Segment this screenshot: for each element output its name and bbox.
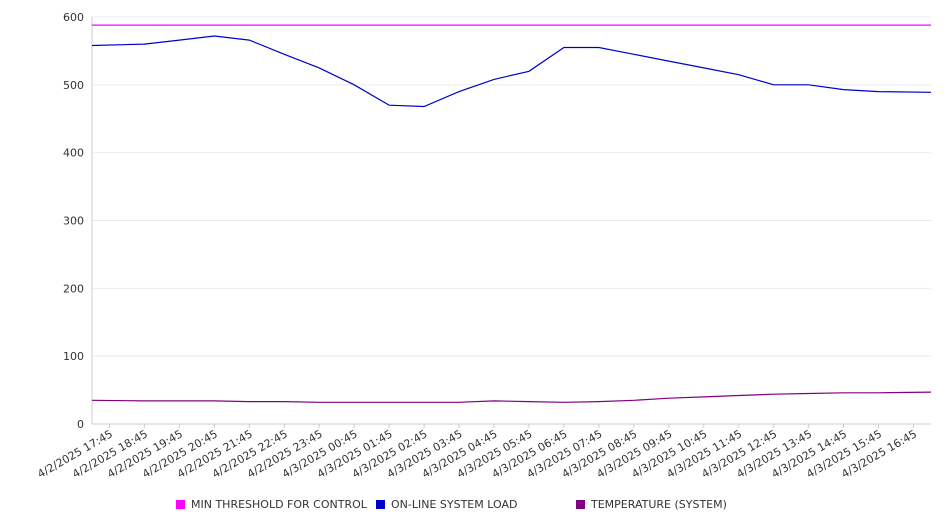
- axes: [91, 17, 931, 425]
- y-tick-label: 200: [63, 282, 84, 295]
- gridlines: [92, 16, 931, 357]
- y-tick-label: 100: [63, 350, 84, 363]
- legend-swatch-threshold: [176, 500, 185, 509]
- legend-item-load: ON-LINE SYSTEM LOAD: [376, 498, 517, 511]
- legend-label-temperature: TEMPERATURE (SYSTEM): [591, 498, 727, 511]
- legend-item-temperature: TEMPERATURE (SYSTEM): [576, 498, 727, 511]
- y-tick-labels: 0 100 200 300 400 500 600: [63, 11, 84, 431]
- legend-swatch-temperature: [576, 500, 585, 509]
- legend-item-threshold: MIN THRESHOLD FOR CONTROL: [176, 498, 367, 511]
- legend: MIN THRESHOLD FOR CONTROL ON-LINE SYSTEM…: [0, 498, 946, 514]
- y-tick-label: 400: [63, 147, 84, 160]
- y-tick-label: 500: [63, 79, 84, 92]
- x-tick-labels: 4/2/2025 17:454/2/2025 18:454/2/2025 19:…: [35, 424, 919, 481]
- series-lines: [91, 24, 932, 403]
- legend-label-load: ON-LINE SYSTEM LOAD: [391, 498, 518, 511]
- legend-label-threshold: MIN THRESHOLD FOR CONTROL: [191, 498, 367, 511]
- legend-swatch-load: [376, 500, 385, 509]
- y-tick-label: 300: [63, 215, 84, 228]
- y-tick-label: 0: [77, 418, 84, 431]
- series-line-1: [91, 35, 932, 108]
- series-line-2: [91, 391, 932, 403]
- y-tick-label: 600: [63, 11, 84, 24]
